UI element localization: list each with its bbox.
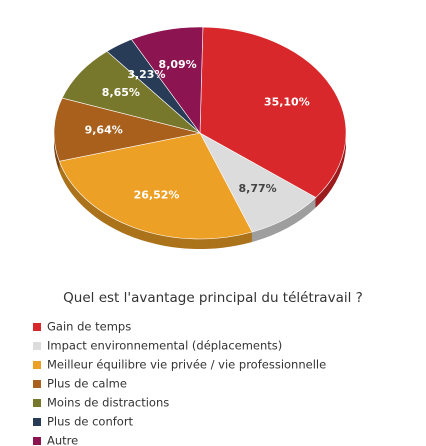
legend-swatch bbox=[33, 437, 41, 445]
legend-label: Plus de calme bbox=[47, 377, 127, 391]
legend-label: Impact environnemental (déplacements) bbox=[47, 339, 282, 353]
data-label: 26,52% bbox=[134, 188, 180, 201]
slice bbox=[58, 132, 253, 240]
legend-label: Autre bbox=[47, 434, 78, 446]
chart-title: Quel est l'avantage principal du télétra… bbox=[63, 290, 363, 306]
data-label: 35,10% bbox=[264, 96, 310, 109]
legend-swatch bbox=[33, 361, 41, 369]
legend-swatch bbox=[33, 323, 41, 331]
legend-swatch bbox=[33, 380, 41, 388]
legend-swatch bbox=[33, 418, 41, 426]
slice bbox=[199, 26, 347, 198]
slice bbox=[53, 97, 201, 162]
legend-label: Gain de temps bbox=[47, 320, 131, 334]
legend-swatch bbox=[33, 399, 41, 407]
slice bbox=[131, 26, 204, 134]
data-label: 8,77% bbox=[239, 182, 277, 195]
data-label: 8,65% bbox=[102, 86, 140, 99]
legend-label: Meilleur équilibre vie privée / vie prof… bbox=[47, 358, 326, 372]
data-label: 8,09% bbox=[159, 58, 197, 71]
data-label: 3,23% bbox=[127, 68, 165, 81]
legend-label: Plus de confort bbox=[47, 415, 134, 429]
legend-label: Moins de distractions bbox=[47, 396, 169, 410]
legend-swatch bbox=[33, 342, 41, 350]
data-label: 9,64% bbox=[85, 124, 123, 137]
